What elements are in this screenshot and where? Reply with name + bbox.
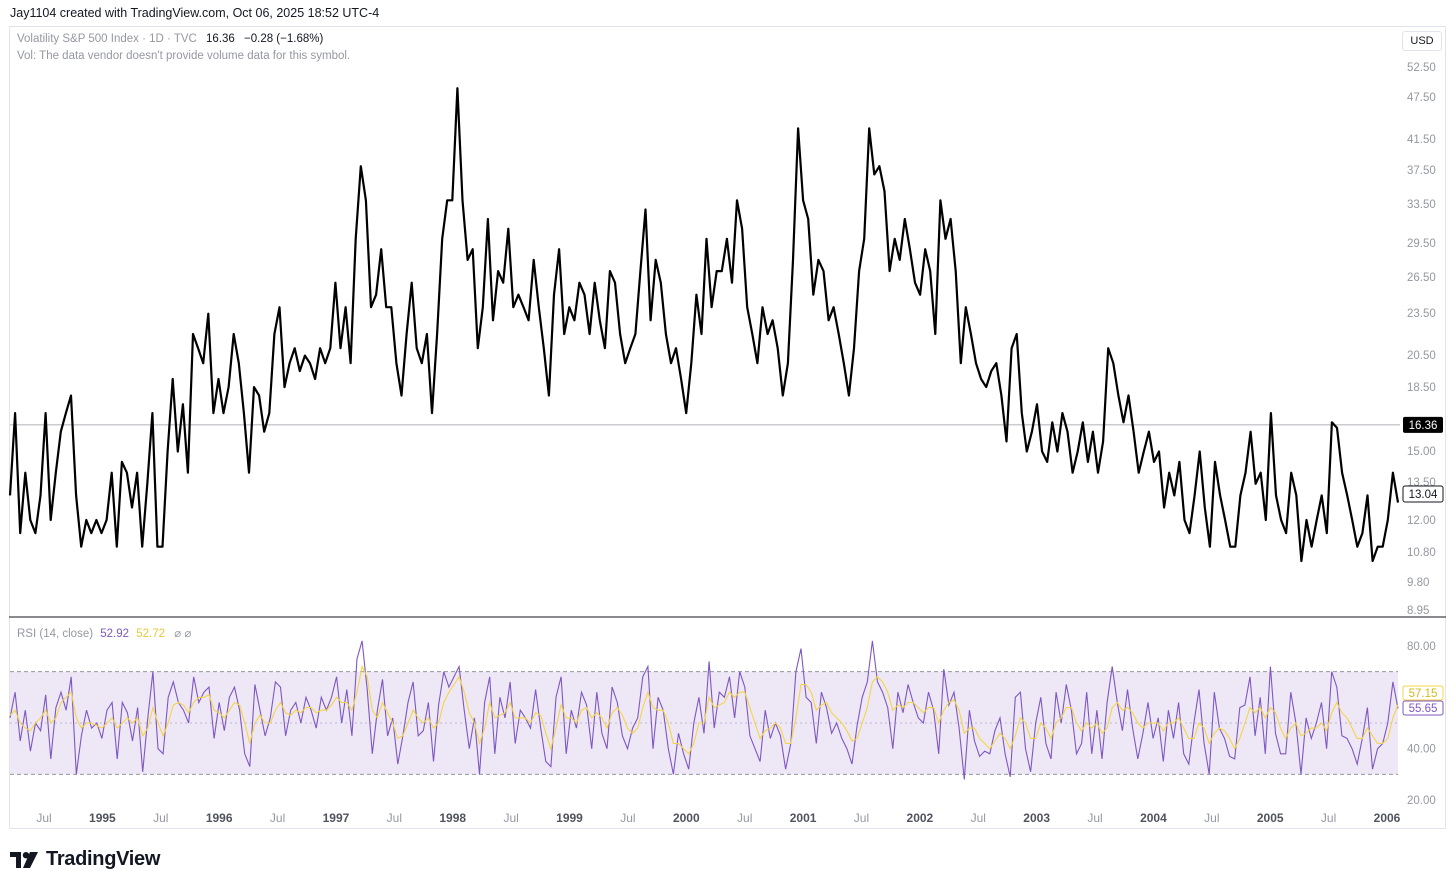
chart-attribution: Jay1104 created with TradingView.com, Oc…: [10, 6, 380, 20]
tradingview-logo-icon: [10, 851, 38, 868]
rsi-legend[interactable]: RSI (14, close) 52.92 52.72 ⌀ ⌀: [17, 626, 191, 640]
price-y-tick: 41.50: [1407, 134, 1436, 146]
x-axis-tick: 2002: [907, 811, 934, 825]
price-series-line: [8, 87, 1400, 563]
rsi-ma-value: 52.72: [136, 628, 166, 640]
chart-frame: [9, 26, 1446, 829]
x-axis-tick: Jul: [1204, 811, 1219, 825]
brand-name: TradingView: [46, 848, 161, 870]
price-y-tick: 37.50: [1407, 165, 1436, 177]
brand[interactable]: TradingView: [10, 848, 160, 871]
x-axis-tick: Jul: [153, 811, 168, 825]
symbol-description: Volatility S&P 500 Index · 1D · TVC: [17, 33, 197, 45]
rsi-y-tick: 40.00: [1407, 744, 1436, 756]
price-y-tick: 18.50: [1407, 382, 1436, 394]
x-axis-tick: Jul: [36, 811, 51, 825]
price-legend[interactable]: Volatility S&P 500 Index · 1D · TVC 16.3…: [17, 33, 323, 45]
price-y-tick: 20.50: [1407, 350, 1436, 362]
rsi-indicator-label: RSI (14, close): [17, 628, 94, 640]
price-change: −0.28 (−1.68%): [244, 33, 324, 45]
volume-note: Vol: The data vendor doesn't provide vol…: [17, 50, 351, 62]
x-axis-tick: Jul: [270, 811, 285, 825]
price-y-tick: 9.80: [1407, 577, 1429, 589]
rsi-y-tick: 80.00: [1407, 641, 1436, 653]
price-y-tick: 23.50: [1407, 308, 1436, 320]
x-axis-tick: 1996: [206, 811, 233, 825]
x-axis-tick: 2000: [673, 811, 700, 825]
price-y-tick: 8.95: [1407, 605, 1429, 617]
x-axis-tick: 2004: [1140, 811, 1167, 825]
x-axis-tick: 1995: [89, 811, 116, 825]
x-axis-tick: 2006: [1374, 811, 1401, 825]
currency-button[interactable]: USD: [1402, 31, 1442, 51]
x-axis-tick: Jul: [1087, 811, 1102, 825]
price-y-tick: 10.80: [1407, 547, 1436, 559]
x-axis-tick: Jul: [620, 811, 635, 825]
x-axis-tick: Jul: [854, 811, 869, 825]
rsi-value-label-bg: [1402, 700, 1444, 716]
x-axis-tick: Jul: [971, 811, 986, 825]
rsi-y-tick: 20.00: [1407, 795, 1436, 807]
price-y-tick: 47.50: [1407, 92, 1436, 104]
rsi-ma-label: 57.15: [1409, 688, 1438, 700]
price-y-tick: 12.00: [1407, 515, 1436, 527]
price-y-tick: 26.50: [1407, 272, 1436, 284]
x-axis-tick: Jul: [387, 811, 402, 825]
price-y-tick: 29.50: [1407, 238, 1436, 250]
x-axis-tick: Jul: [503, 811, 518, 825]
rsi-series-line: [9, 640, 1399, 780]
current-value-label: 13.04: [1409, 489, 1438, 501]
x-axis-tick: Jul: [737, 811, 752, 825]
rsi-value-label: 55.65: [1409, 703, 1438, 715]
last-price: 16.36: [206, 33, 235, 45]
last-price-label: 16.36: [1409, 420, 1438, 432]
rsi-empty-values: ⌀ ⌀: [174, 628, 192, 640]
x-axis-tick: 2003: [1023, 811, 1050, 825]
last-price-label-bg: [1403, 416, 1443, 433]
x-axis-tick: 1998: [439, 811, 466, 825]
price-y-tick: 52.50: [1407, 62, 1436, 74]
x-axis-tick: 1999: [556, 811, 583, 825]
x-axis-tick: 2005: [1257, 811, 1284, 825]
price-y-tick: 15.00: [1407, 446, 1436, 458]
rsi-ma-label-bg: [1402, 685, 1444, 701]
price-y-tick: 33.50: [1407, 199, 1436, 211]
x-axis-tick: 2001: [790, 811, 817, 825]
current-value-label-bg: [1402, 485, 1444, 503]
rsi-value: 52.92: [100, 628, 130, 640]
rsi-ma-line: [9, 664, 1399, 755]
x-axis-tick: 1997: [323, 811, 350, 825]
x-axis-tick: Jul: [1321, 811, 1336, 825]
